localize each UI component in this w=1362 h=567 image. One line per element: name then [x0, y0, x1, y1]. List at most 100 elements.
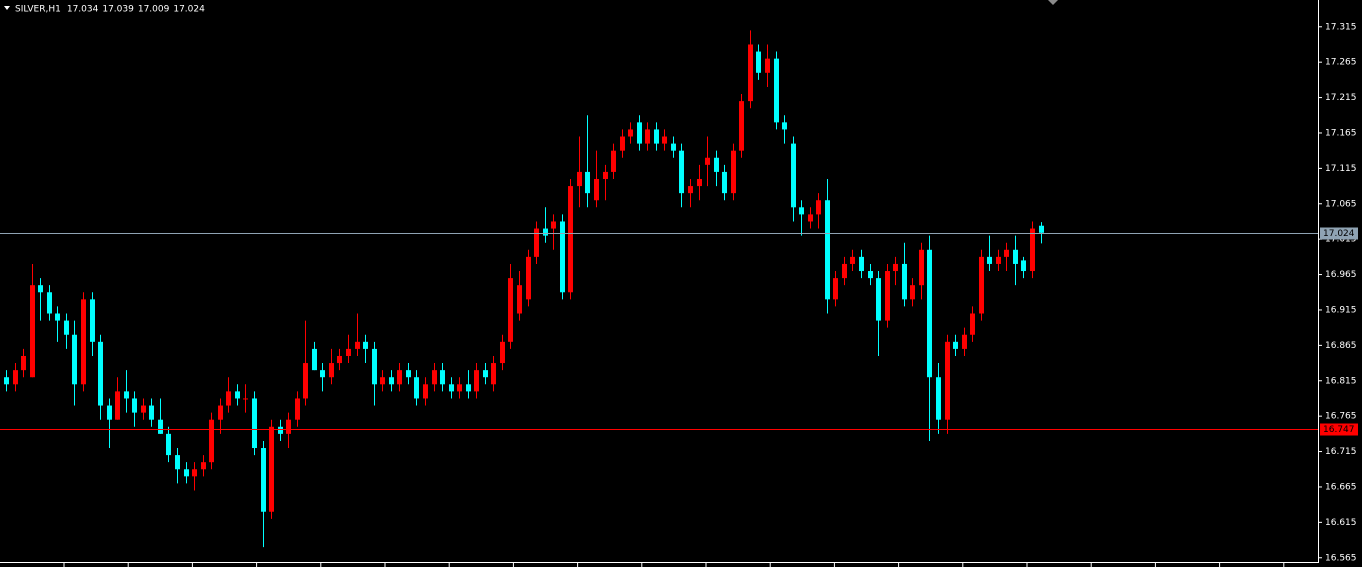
menu-arrow[interactable] — [4, 6, 10, 10]
candle-body — [808, 214, 813, 222]
candle-body — [662, 136, 667, 144]
candle-body — [765, 58, 770, 73]
y-tick-label: 17.165 — [1325, 128, 1357, 138]
candle-body — [654, 129, 659, 144]
candle-body — [355, 341, 360, 349]
candle-body — [414, 377, 419, 399]
candle-body — [295, 398, 300, 420]
candle-body — [671, 143, 676, 151]
candle-body — [850, 256, 855, 264]
candle-body — [132, 398, 137, 413]
y-tick-label: 17.315 — [1325, 22, 1357, 32]
candle-body — [517, 285, 522, 314]
y-tick-label: 16.615 — [1325, 518, 1357, 528]
candle-body — [278, 426, 283, 434]
candle-body — [47, 292, 52, 314]
candle-body — [397, 370, 402, 385]
candle-body — [979, 256, 984, 314]
y-tick-label: 16.865 — [1325, 341, 1357, 351]
ohlc-value: 17.034 — [67, 5, 99, 15]
candle-body — [55, 313, 60, 321]
candle-body — [149, 405, 154, 420]
candle-body — [21, 355, 26, 371]
candle-body — [286, 419, 291, 434]
candle-body — [81, 299, 86, 385]
candle-body — [303, 363, 308, 399]
ohlc-header: 17.034 17.039 17.009 17.024 — [67, 5, 205, 15]
candle-body — [748, 44, 753, 102]
candle-body — [243, 398, 248, 400]
candle-body — [577, 171, 582, 187]
candle-body — [620, 136, 625, 151]
candle-body — [423, 384, 428, 399]
candle-body — [218, 405, 223, 420]
candle-body — [936, 377, 941, 420]
candle-body — [679, 150, 684, 194]
y-tick-label: 16.915 — [1325, 305, 1357, 315]
candle-body — [585, 171, 590, 194]
ohlc-value: 17.024 — [173, 5, 205, 15]
candle-body — [64, 320, 69, 335]
candle-body — [500, 341, 505, 364]
candle-body — [329, 363, 334, 378]
candle-body — [346, 348, 351, 356]
y-tick-label: 16.965 — [1325, 270, 1357, 280]
candle-body — [876, 278, 881, 321]
candle-body — [568, 186, 573, 293]
candle-body — [432, 370, 437, 385]
candle-body — [962, 334, 967, 349]
candle-body — [945, 341, 950, 420]
candle-body — [739, 101, 744, 151]
candle-body — [235, 391, 240, 399]
candle-body — [372, 348, 377, 385]
candle-body — [107, 405, 112, 420]
candle-body — [970, 313, 975, 335]
candle-body — [115, 391, 120, 420]
candle-body — [124, 391, 129, 399]
candle-body — [756, 51, 761, 73]
candle-body — [201, 462, 206, 470]
candle-body — [406, 370, 411, 378]
candle-body — [261, 448, 266, 512]
candle-body — [483, 370, 488, 378]
candle-body — [1021, 260, 1026, 272]
candle-body — [868, 271, 873, 279]
y-tick-label: 17.265 — [1325, 58, 1357, 68]
candle-body — [226, 391, 231, 406]
candle-body — [158, 419, 163, 434]
candle-body — [833, 278, 838, 300]
candle-body — [910, 285, 915, 300]
candle-body — [380, 377, 385, 385]
y-tick-label: 17.115 — [1325, 164, 1357, 174]
candle-body — [722, 171, 727, 194]
candle-body — [551, 221, 556, 229]
candle-body — [543, 228, 548, 236]
candle-body — [731, 150, 736, 194]
candle-body — [996, 256, 1001, 264]
candle-body — [534, 228, 539, 257]
candle-body — [645, 129, 650, 144]
candle-body — [141, 405, 146, 413]
candle-body — [1030, 228, 1035, 272]
shift-marker — [1048, 0, 1058, 5]
price-label: 17.024 — [1323, 229, 1355, 239]
ohlc-value: 17.039 — [102, 5, 134, 15]
y-tick-label: 17.065 — [1325, 199, 1357, 209]
candle-body — [953, 341, 958, 349]
candle-body — [526, 256, 531, 300]
candle-body — [1013, 249, 1018, 264]
candle-body — [603, 171, 608, 179]
candle-body — [90, 299, 95, 342]
candle-body — [389, 377, 394, 385]
candle-body — [13, 370, 18, 385]
y-tick-label: 17.015 — [1325, 235, 1357, 245]
candle-body — [363, 341, 368, 349]
candle-body — [885, 271, 890, 321]
candle-body — [192, 469, 197, 477]
candle-body — [466, 384, 471, 392]
y-tick-label: 16.765 — [1325, 412, 1357, 422]
candle-body — [688, 186, 693, 194]
candle-body — [4, 377, 9, 385]
candle-body — [457, 384, 462, 392]
